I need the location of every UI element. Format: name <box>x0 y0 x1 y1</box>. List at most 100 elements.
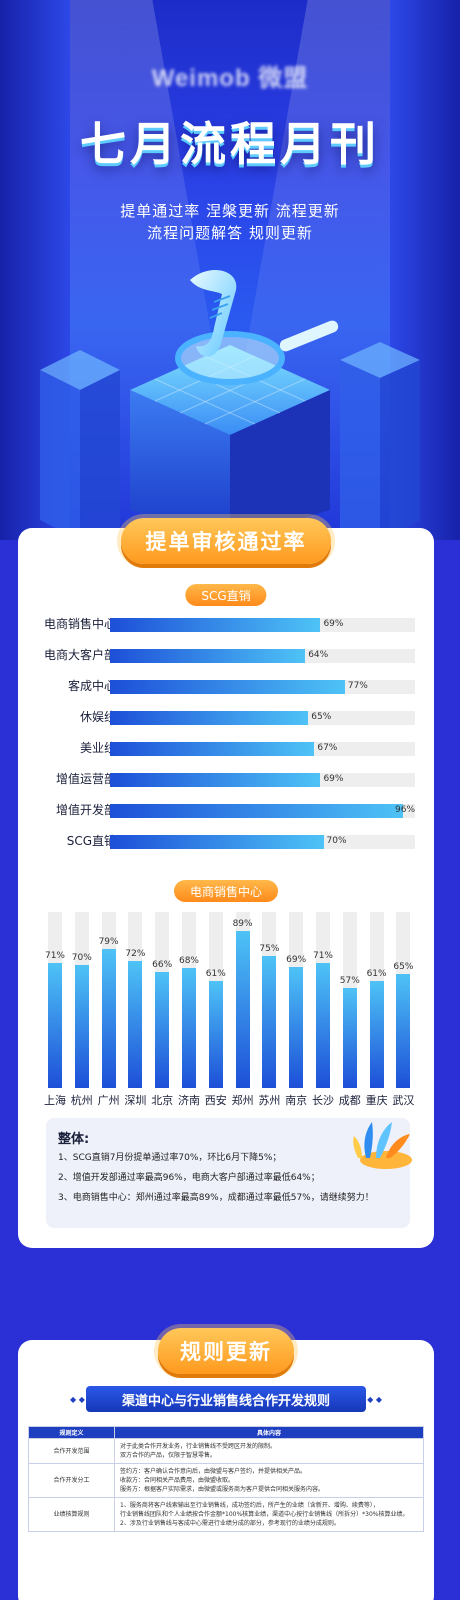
city-bar-track <box>155 912 170 1088</box>
city-bar-label: 西安 <box>204 1094 227 1107</box>
city-bar-track <box>208 912 223 1088</box>
rule-content: 1、服务商将客户线索输出至行业销售线，成功签约后，所产生的业绩（含新开、增购、续… <box>114 1497 424 1532</box>
subtitle-line-1: 提单通过率 涅槃更新 流程更新 <box>120 202 340 220</box>
scg-bar <box>110 680 345 694</box>
summary-heading: 整体: <box>58 1132 90 1147</box>
scg-bar-value: 77% <box>347 681 368 691</box>
scg-bar <box>110 649 306 663</box>
city-bar <box>48 963 62 1088</box>
scg-bar <box>110 618 321 632</box>
city-bar-label: 苏州 <box>258 1094 281 1107</box>
rule-content-line: 对于此类合作开发业务，行业销售线不受跨区开发的限制。 <box>120 1443 277 1450</box>
scg-bar-value: 65% <box>311 712 332 722</box>
scg-bar-row: 电商销售中心 69% <box>18 616 434 632</box>
city-bar <box>182 968 196 1088</box>
rules-table: 规则定义 具体内容 合作开发范围 对于此类合作开发业务，行业销售线不受跨区开发的… <box>28 1426 424 1532</box>
scg-direct-pill: SCG直销 <box>185 584 267 606</box>
city-bar-value: 66% <box>152 959 173 970</box>
rule-content: 对于此类合作开发业务，行业销售线不受跨区开发的限制。 双方合作的产品，仅限于智慧… <box>114 1438 424 1464</box>
scg-bar-track: 70% <box>110 835 415 849</box>
scg-bar-value: 69% <box>323 619 344 629</box>
city-bar <box>74 964 89 1088</box>
rule-content-line: 服务方：根据客户实际需求，由微盟或服务商为客户提供合同相关服务内容。 <box>120 1486 325 1493</box>
city-bar-label: 杭州 <box>70 1094 93 1107</box>
city-bar-value: 69% <box>286 954 307 965</box>
scg-bar <box>110 773 321 787</box>
city-bar-track <box>48 912 62 1088</box>
brand-logo: Weimob 微盟 <box>151 65 309 92</box>
city-bar-column: 70% 杭州 <box>71 908 93 1107</box>
city-bar-track <box>74 912 89 1088</box>
city-bar-label: 上海 <box>44 1094 66 1107</box>
city-bar <box>235 931 250 1088</box>
rule-key: 合作开发范围 <box>28 1438 115 1464</box>
ecommerce-center-pill: 电商销售中心 <box>173 880 279 902</box>
page-title: 七月流程月刊 <box>80 117 380 171</box>
city-bar-value: 57% <box>339 975 360 986</box>
scg-bar <box>110 742 315 756</box>
scg-bar-row: SCG直销 70% <box>18 833 434 849</box>
city-bar-track <box>289 912 304 1088</box>
city-bar-label: 武汉 <box>392 1094 415 1107</box>
rules-update-card: 规则更新 ◆ ◆ 渠道中心与行业销售线合作开发规则 ◆ ◆ 规则定义 具体内容 … <box>18 1328 434 1600</box>
city-bar-value: 61% <box>366 968 387 979</box>
city-bar-label: 深圳 <box>124 1094 147 1107</box>
city-bar-value: 61% <box>205 968 226 979</box>
city-bar-value: 72% <box>125 949 146 960</box>
city-bar-label: 成都 <box>338 1094 361 1107</box>
subtitle-line-2: 流程问题解答 规则更新 <box>147 224 313 242</box>
city-bar-label: 长沙 <box>312 1094 334 1107</box>
city-bar-label: 广州 <box>97 1094 120 1107</box>
banner-dots-left-icon: ◆ ◆ <box>70 1395 85 1404</box>
summary-line-3: 3、电商销售中心：郑州通过率最高89%，成都通过率最低57%，请继续努力！ <box>58 1193 374 1203</box>
scg-bar-row: 增值开发部 96% <box>18 802 434 818</box>
rule-content-line: 收款方：合同相关产品费用，由微盟收取。 <box>120 1477 235 1484</box>
document-magnifier-illustration <box>40 269 420 540</box>
section-title-approval-rate: 提单审核通过率 <box>121 518 331 564</box>
scg-bar-track: 69% <box>110 773 415 787</box>
city-bar-column: 66% 北京 <box>151 908 173 1107</box>
city-bar <box>342 987 357 1088</box>
rule-content: 签约方：客户确认合作意向后，由微盟与客户签约，并提供相关产品。 收款方：合同相关… <box>114 1463 424 1498</box>
city-bar-label: 北京 <box>151 1094 174 1107</box>
scg-bar-label: 休娱线 <box>79 710 116 724</box>
scg-bar-label: 电商大客户部 <box>43 648 116 662</box>
city-bar-track <box>182 912 196 1088</box>
city-bar-label: 重庆 <box>365 1094 388 1107</box>
scg-bar-value: 64% <box>308 650 329 660</box>
city-bar-column: 71% 长沙 <box>312 908 334 1107</box>
city-bar-value: 65% <box>393 961 414 972</box>
scg-bar-label: 客成中心 <box>67 679 116 693</box>
scg-bar-value: 67% <box>317 743 338 753</box>
scg-bar-label: 电商销售中心 <box>43 617 116 631</box>
scg-bar-value: 69% <box>323 774 344 784</box>
rules-banner: 渠道中心与行业销售线合作开发规则 <box>86 1386 366 1412</box>
city-bar-column: 68% 济南 <box>178 908 200 1107</box>
city-bar-column: 79% 广州 <box>98 908 120 1107</box>
scg-bar-track: 77% <box>110 680 415 694</box>
table-row: 合作开发分工 签约方：客户确认合作意向后，由微盟与客户签约，并提供相关产品。 收… <box>28 1463 424 1498</box>
city-bar-label: 郑州 <box>231 1094 254 1107</box>
scg-bar-track: 64% <box>110 649 415 663</box>
city-bar-value: 68% <box>178 956 199 967</box>
approval-rate-card: 提单审核通过率 SCG直销 电商销售中心 69% 电商大客户部 64% 客成中心 77% 休… <box>18 518 434 1248</box>
city-bar-track <box>235 912 250 1088</box>
scg-bar-value: 96% <box>395 805 416 815</box>
city-bar-column: 61% 重庆 <box>366 908 388 1107</box>
scg-bar-row: 休娱线 65% <box>18 709 434 725</box>
city-bar-column: 65% 武汉 <box>392 908 414 1107</box>
city-bar-value: 70% <box>71 952 92 963</box>
city-bar-track <box>369 912 384 1088</box>
city-bar-column: 72% 深圳 <box>124 908 146 1107</box>
table-header-content: 具体内容 <box>114 1426 424 1439</box>
scg-bar-track: 65% <box>110 711 415 725</box>
city-bar-value: 71% <box>44 951 65 962</box>
city-bar-column: 61% 西安 <box>205 908 227 1107</box>
city-bar-column: 75% 苏州 <box>258 908 280 1107</box>
city-bar <box>128 961 143 1088</box>
ecommerce-city-bar-chart: 71% 上海 70% 杭州 79% 广州 72% 深圳 66% 北京 68% 济南 61% 西安 89% 郑州… <box>18 908 434 1108</box>
summary-line-1: 1、SCG直销7月份提单通过率70%，环比6月下降5%； <box>58 1153 282 1163</box>
city-bar-label: 济南 <box>178 1094 200 1107</box>
city-bar-value: 75% <box>259 944 280 954</box>
banner-dots-right-icon: ◆ ◆ <box>367 1395 382 1404</box>
